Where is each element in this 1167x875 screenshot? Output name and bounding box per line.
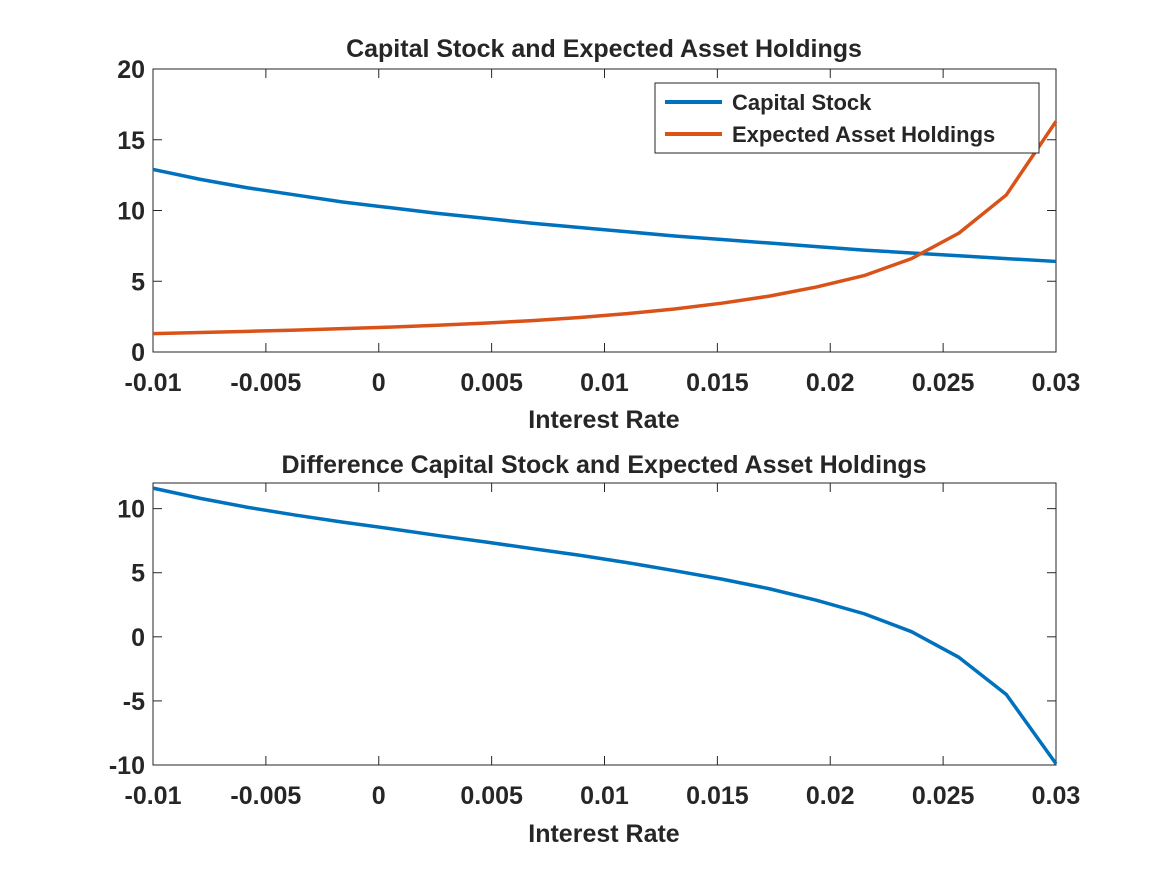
legend: Capital Stock Expected Asset Holdings: [654, 82, 1040, 154]
series-line-difference: [152, 486, 1058, 765]
y-tick-label: 0: [131, 339, 145, 367]
x-tick-label: 0.015: [686, 782, 749, 810]
y-tick-label: 20: [117, 56, 145, 84]
x-tick-label: 0.015: [686, 369, 749, 397]
series-lines: [152, 120, 1058, 336]
y-tick-label: 5: [131, 268, 145, 296]
y-tick-label: 10: [117, 496, 145, 524]
x-tick-label: -0.01: [125, 369, 182, 397]
x-tick-label: 0.025: [912, 369, 975, 397]
x-axis-label: Interest Rate: [528, 820, 680, 848]
chart-title: Capital Stock and Expected Asset Holding…: [346, 35, 862, 63]
axis-ticks: -0.01 -0.005 0 0.005 0.01 0.015 0.02 0.025 0.03 0…: [117, 56, 1080, 397]
plot-area: [152, 482, 1057, 766]
x-tick-label: 0.025: [912, 782, 975, 810]
x-axis-label: Interest Rate: [528, 406, 680, 434]
y-tick-label: 15: [117, 127, 145, 155]
x-tick-label: -0.01: [125, 782, 182, 810]
y-tick-label: -5: [123, 688, 145, 716]
x-tick-label: 0: [372, 782, 386, 810]
x-tick-label: 0.03: [1032, 782, 1081, 810]
y-tick-label: 0: [131, 624, 145, 652]
legend-label-capital-stock: Capital Stock: [732, 90, 872, 115]
chart-capital-stock-and-asset-holdings: Capital Stock and Expected Asset Holding…: [117, 35, 1080, 434]
x-tick-label: 0: [372, 369, 386, 397]
x-tick-label: 0.01: [580, 369, 629, 397]
x-tick-label: -0.005: [230, 369, 301, 397]
y-tick-label: 10: [117, 198, 145, 226]
series-lines: [152, 486, 1058, 765]
x-tick-label: 0.005: [460, 369, 523, 397]
x-tick-label: 0.03: [1032, 369, 1081, 397]
legend-label-expected-asset-holdings: Expected Asset Holdings: [732, 122, 995, 147]
series-line-expected-asset-holdings: [152, 120, 1058, 336]
chart-difference: Difference Capital Stock and Expected As…: [109, 451, 1080, 848]
chart-title: Difference Capital Stock and Expected As…: [281, 451, 926, 479]
x-tick-label: 0.02: [806, 369, 855, 397]
x-tick-label: 0.02: [806, 782, 855, 810]
x-tick-label: 0.01: [580, 782, 629, 810]
series-line-capital-stock: [152, 167, 1057, 264]
x-tick-label: 0.005: [460, 782, 523, 810]
y-tick-label: -10: [109, 752, 145, 780]
y-tick-label: 5: [131, 560, 145, 588]
axis-ticks: -0.01 -0.005 0 0.005 0.01 0.015 0.02 0.025 0.03 -…: [109, 483, 1080, 810]
x-tick-label: -0.005: [230, 782, 301, 810]
legend-box: [654, 82, 1040, 154]
